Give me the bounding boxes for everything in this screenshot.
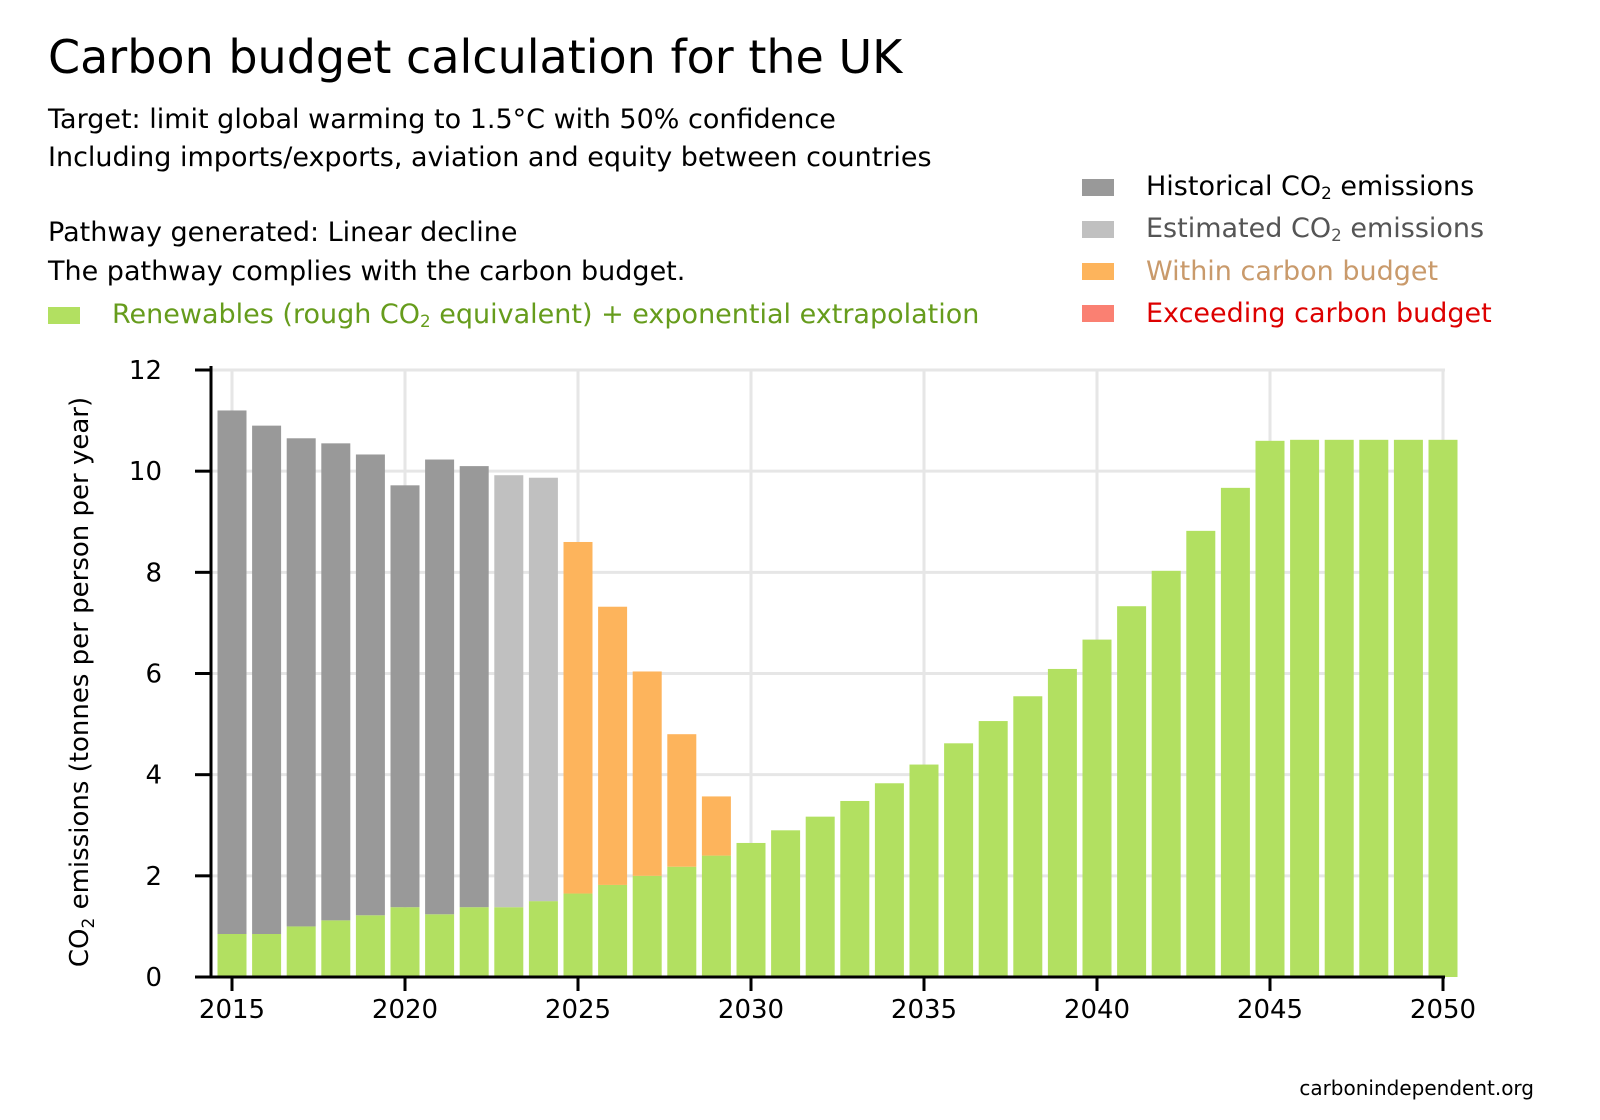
bar-renewables (771, 830, 801, 977)
x-tick-label: 2030 (718, 995, 784, 1025)
bar-renewables (1290, 439, 1320, 977)
legend-estimated: Estimated CO2 emissions (1082, 212, 1485, 246)
axes: 0 2 4 6 8 10 12 2015 2020 2025 2030 2035 2040 2045 205… (129, 356, 1476, 1025)
y-tick-label: 0 (145, 963, 162, 993)
bar-renewables (355, 915, 385, 977)
x-tick-label: 2025 (545, 995, 611, 1025)
bar-renewables (494, 907, 524, 977)
x-tick-label: 2020 (372, 995, 438, 1025)
y-tick-label: 2 (145, 862, 162, 892)
bar-historical (355, 454, 385, 916)
legend-label-exceeding: Exceeding carbon budget (1146, 297, 1492, 329)
bar-renewables (1117, 606, 1147, 977)
bar-historical (390, 485, 420, 908)
bar-within-budget (598, 606, 628, 885)
bar-renewables (667, 866, 697, 977)
bar-renewables (598, 884, 628, 977)
legend-swatch-historical (1082, 178, 1114, 196)
bar-renewables (1013, 696, 1043, 977)
y-tick-label: 8 (145, 558, 162, 588)
bar-renewables (944, 743, 974, 977)
bar-renewables (909, 764, 939, 977)
bar-estimated (494, 475, 524, 908)
legend-swatch-within (1082, 262, 1114, 280)
bar-renewables (1047, 668, 1077, 977)
legend-label-historical: Historical CO2 emissions (1146, 170, 1475, 204)
bar-within-budget (563, 541, 593, 894)
legend-swatch-exceeding (1082, 304, 1114, 322)
bar-renewables (528, 901, 558, 977)
bar-renewables (632, 875, 662, 977)
subtitle-target: Target: limit global warming to 1.5°C wi… (48, 104, 836, 135)
legend-label-within: Within carbon budget (1146, 255, 1439, 287)
bar-renewables (217, 934, 247, 977)
bar-renewables (1151, 570, 1181, 977)
bar-renewables (390, 907, 420, 977)
bar-renewables (1324, 439, 1354, 977)
legend-swatch-estimated (1082, 220, 1114, 238)
bar-historical (321, 443, 351, 921)
x-tick-label: 2015 (199, 995, 265, 1025)
bar-renewables (1220, 487, 1250, 977)
bar-estimated (528, 477, 558, 902)
bar-historical (252, 425, 282, 935)
legend-label-renewables: Renewables (rough CO2 equivalent) + expo… (112, 298, 980, 332)
bar-historical (425, 459, 455, 915)
x-tick-label: 2035 (891, 995, 957, 1025)
legend-historical: Historical CO2 emissions (1082, 170, 1475, 204)
y-tick-label: 10 (129, 457, 162, 487)
x-tick-label: 2050 (1410, 995, 1476, 1025)
bar-renewables (459, 907, 489, 977)
bar-historical (459, 466, 489, 908)
chart-title: Carbon budget calculation for the UK (48, 30, 903, 84)
y-tick-label: 4 (145, 761, 162, 791)
legend-swatch-renewables (48, 306, 80, 324)
bar-renewables (425, 914, 455, 977)
bar-renewables (805, 816, 835, 977)
bar-within-budget (667, 734, 697, 867)
bar-renewables (840, 800, 870, 977)
bar-renewables (736, 842, 766, 977)
bar-renewables (252, 934, 282, 977)
bar-renewables (978, 721, 1008, 977)
bar-renewables (1186, 530, 1216, 977)
bar-renewables (321, 920, 351, 977)
source-credit: carbonindependent.org (1299, 1076, 1534, 1100)
bar-renewables (701, 855, 731, 977)
bar-renewables (1428, 439, 1458, 977)
pathway-method: Pathway generated: Linear decline (48, 217, 518, 248)
legend-within: Within carbon budget (1082, 255, 1439, 287)
legend-renewables: Renewables (rough CO2 equivalent) + expo… (48, 298, 980, 332)
bar-renewables (1393, 439, 1423, 977)
bar-renewables (286, 926, 316, 977)
bar-renewables (1359, 439, 1389, 977)
bar-within-budget (701, 796, 731, 856)
y-axis-label: CO2 emissions (tonnes per person per yea… (65, 397, 99, 967)
bar-historical (286, 438, 316, 927)
bar-renewables (1082, 639, 1112, 977)
bar-within-budget (632, 671, 662, 876)
subtitle-scope: Including imports/exports, aviation and … (48, 142, 932, 173)
bar-renewables (874, 783, 904, 977)
x-tick-label: 2040 (1064, 995, 1130, 1025)
bar-renewables (563, 893, 593, 977)
x-tick-label: 2045 (1237, 995, 1303, 1025)
y-tick-label: 6 (145, 660, 162, 690)
bar-historical (217, 410, 247, 935)
pathway-compliance: The pathway complies with the carbon bud… (48, 256, 686, 287)
legend-exceeding: Exceeding carbon budget (1082, 297, 1492, 329)
y-tick-label: 12 (129, 356, 162, 386)
legend-label-estimated: Estimated CO2 emissions (1146, 212, 1485, 246)
bars (217, 410, 1458, 978)
bar-renewables (1255, 440, 1285, 978)
